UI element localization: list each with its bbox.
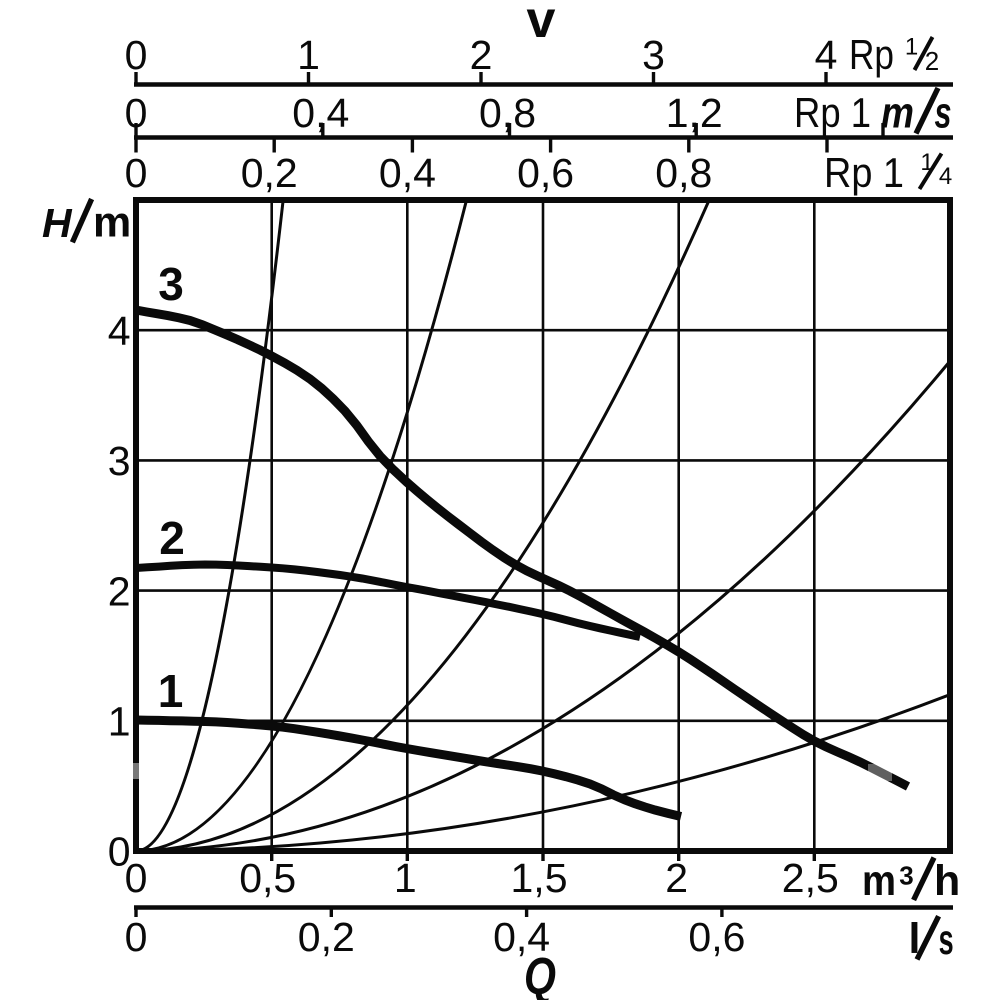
- svg-text:0: 0: [125, 150, 148, 196]
- svg-text:Rp 1: Rp 1: [794, 89, 871, 136]
- svg-text:H: H: [42, 200, 73, 246]
- svg-text:1: 1: [297, 32, 320, 78]
- svg-text:0,4: 0,4: [292, 90, 349, 136]
- svg-text:m: m: [93, 199, 131, 247]
- svg-text:1: 1: [905, 34, 918, 61]
- svg-text:0: 0: [125, 32, 148, 78]
- svg-text:0,4: 0,4: [493, 914, 550, 960]
- svg-text:l: l: [909, 915, 921, 963]
- svg-text:0,6: 0,6: [688, 914, 745, 960]
- svg-text:3: 3: [108, 438, 131, 484]
- svg-text:0: 0: [125, 90, 148, 136]
- svg-text:0: 0: [108, 829, 131, 875]
- svg-text:2: 2: [925, 46, 939, 76]
- svg-text:2: 2: [470, 32, 493, 78]
- svg-text:0,5: 0,5: [239, 855, 296, 901]
- svg-text:0,8: 0,8: [479, 90, 536, 136]
- svg-text:0,8: 0,8: [655, 150, 712, 196]
- svg-text:3: 3: [642, 32, 665, 78]
- svg-text:s: s: [939, 916, 954, 964]
- svg-text:0,2: 0,2: [298, 914, 355, 960]
- svg-text:Q: Q: [524, 948, 556, 1000]
- svg-text:0: 0: [125, 855, 148, 901]
- svg-text:4: 4: [939, 163, 952, 190]
- svg-text:4: 4: [108, 308, 131, 354]
- svg-text:0: 0: [125, 914, 148, 960]
- svg-text:1: 1: [108, 699, 131, 745]
- svg-text:1: 1: [158, 665, 184, 717]
- svg-text:s: s: [935, 89, 952, 138]
- svg-text:Rp 1: Rp 1: [824, 149, 904, 196]
- svg-text:4: 4: [815, 32, 838, 78]
- svg-text:3: 3: [158, 258, 184, 310]
- svg-text:2: 2: [108, 568, 131, 614]
- svg-text:0,2: 0,2: [241, 150, 298, 196]
- svg-text:2,5: 2,5: [782, 855, 839, 901]
- svg-text:0,6: 0,6: [517, 150, 574, 196]
- svg-text:v: v: [527, 0, 556, 49]
- svg-text:1,2: 1,2: [666, 90, 723, 136]
- svg-text:0,4: 0,4: [379, 150, 436, 196]
- svg-text:Rp: Rp: [849, 31, 894, 78]
- svg-text:m: m: [862, 857, 896, 905]
- svg-text:1: 1: [394, 855, 417, 901]
- svg-text:m: m: [881, 89, 914, 138]
- svg-text:1,5: 1,5: [511, 855, 568, 901]
- svg-text:3: 3: [899, 861, 913, 891]
- svg-text:h: h: [934, 857, 960, 905]
- svg-text:2: 2: [159, 512, 185, 564]
- svg-text:2: 2: [665, 855, 688, 901]
